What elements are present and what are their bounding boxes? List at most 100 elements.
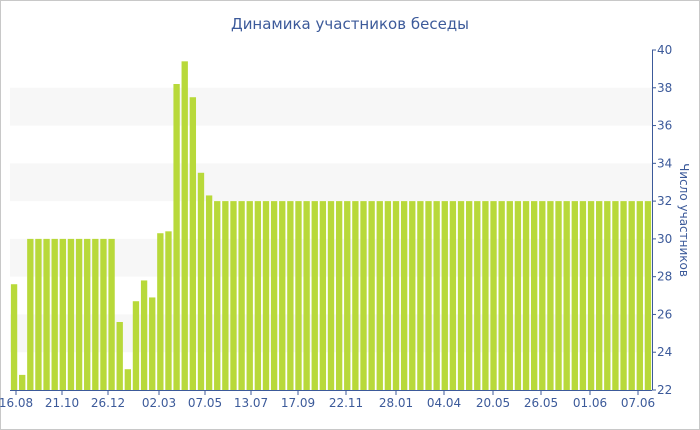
y-tick-label: 28: [657, 270, 672, 284]
x-tick-label: 26.12: [91, 396, 125, 410]
bar: [238, 201, 245, 390]
bar: [360, 201, 367, 390]
bar: [181, 61, 188, 390]
bar: [124, 369, 132, 390]
chart-title: Динамика участников беседы: [231, 15, 469, 33]
bar: [531, 201, 538, 390]
bar: [27, 238, 34, 390]
bar: [157, 233, 164, 390]
bar: [441, 201, 448, 390]
bar: [287, 201, 294, 390]
bar: [262, 201, 270, 390]
bar: [279, 201, 286, 390]
bar: [384, 201, 392, 390]
y-axis-title: Число участников: [677, 163, 691, 277]
bar: [149, 297, 156, 390]
bar: [490, 201, 497, 390]
bar: [587, 201, 595, 390]
bar: [498, 201, 505, 390]
x-tick-label: 07.05: [188, 396, 222, 410]
bar: [433, 201, 440, 390]
x-tick-label: 01.06: [573, 396, 607, 410]
bar: [571, 201, 578, 390]
bar: [335, 201, 343, 390]
bar: [100, 238, 107, 390]
bar: [67, 238, 75, 390]
y-tick-label: 24: [657, 345, 672, 359]
x-tick-label: 22.11: [329, 396, 363, 410]
bar: [189, 97, 197, 390]
y-tick-label: 38: [657, 81, 672, 95]
bar: [75, 238, 83, 390]
y-tick-label: 22: [657, 383, 672, 397]
bar: [612, 201, 619, 390]
bar: [319, 201, 327, 390]
x-tick-label: 17.09: [281, 396, 315, 410]
x-axis-ticks: 16.08 21.10 26.12 02.03 07.05 13.07 17.09 22.11…: [0, 390, 655, 410]
bar: [620, 201, 627, 390]
bar: [392, 201, 400, 390]
bar: [579, 201, 587, 390]
bar: [108, 238, 115, 390]
x-tick-label: 13.07: [234, 396, 268, 410]
bar: [596, 201, 603, 390]
bar: [352, 201, 359, 390]
bar: [409, 201, 416, 390]
bar: [246, 201, 253, 390]
bar: [35, 238, 42, 390]
bar: [214, 201, 221, 390]
bar: [555, 201, 562, 390]
bar: [311, 201, 318, 390]
grid-band: [10, 163, 652, 202]
x-tick-label: 04.04: [427, 396, 461, 410]
bar: [197, 172, 205, 390]
y-tick-label: 32: [657, 194, 672, 208]
bar: [465, 201, 473, 390]
bar: [51, 238, 58, 390]
y-tick-label: 40: [657, 43, 672, 57]
bar: [222, 201, 229, 390]
x-tick-label: 16.08: [0, 396, 33, 410]
bar: [506, 201, 513, 390]
bar: [457, 201, 465, 390]
bar: [474, 201, 481, 390]
y-tick-label: 26: [657, 307, 672, 321]
bar: [327, 201, 335, 390]
bar: [449, 201, 457, 390]
x-tick-label: 28.01: [379, 396, 413, 410]
bar: [417, 201, 424, 390]
bar: [254, 201, 262, 390]
bar: [230, 201, 237, 390]
bar: [425, 201, 432, 390]
bar: [116, 322, 123, 390]
bar: [482, 201, 489, 390]
bar: [400, 201, 408, 390]
bar: [604, 201, 611, 390]
x-tick-label: 02.03: [142, 396, 176, 410]
x-tick-label: 20.05: [476, 396, 510, 410]
bar: [205, 195, 213, 390]
bar: [303, 201, 310, 390]
bar: [514, 201, 522, 390]
bar: [270, 201, 278, 390]
bar: [295, 201, 302, 390]
y-tick-label: 30: [657, 232, 672, 246]
grid-band: [10, 87, 652, 126]
x-tick-label: 26.05: [524, 396, 558, 410]
y-tick-label: 36: [657, 119, 672, 133]
bar: [563, 201, 570, 390]
bar: [165, 231, 172, 390]
bar: [173, 84, 180, 390]
bar: [132, 301, 140, 390]
bar: [43, 238, 50, 390]
y-tick-label: 34: [657, 156, 672, 170]
x-tick-label: 07.06: [621, 396, 655, 410]
bar: [636, 201, 643, 390]
bar: [84, 238, 91, 390]
bar: [92, 238, 99, 390]
bar: [547, 201, 554, 390]
bar: [628, 201, 635, 390]
bar: [539, 201, 546, 390]
bar: [368, 201, 375, 390]
